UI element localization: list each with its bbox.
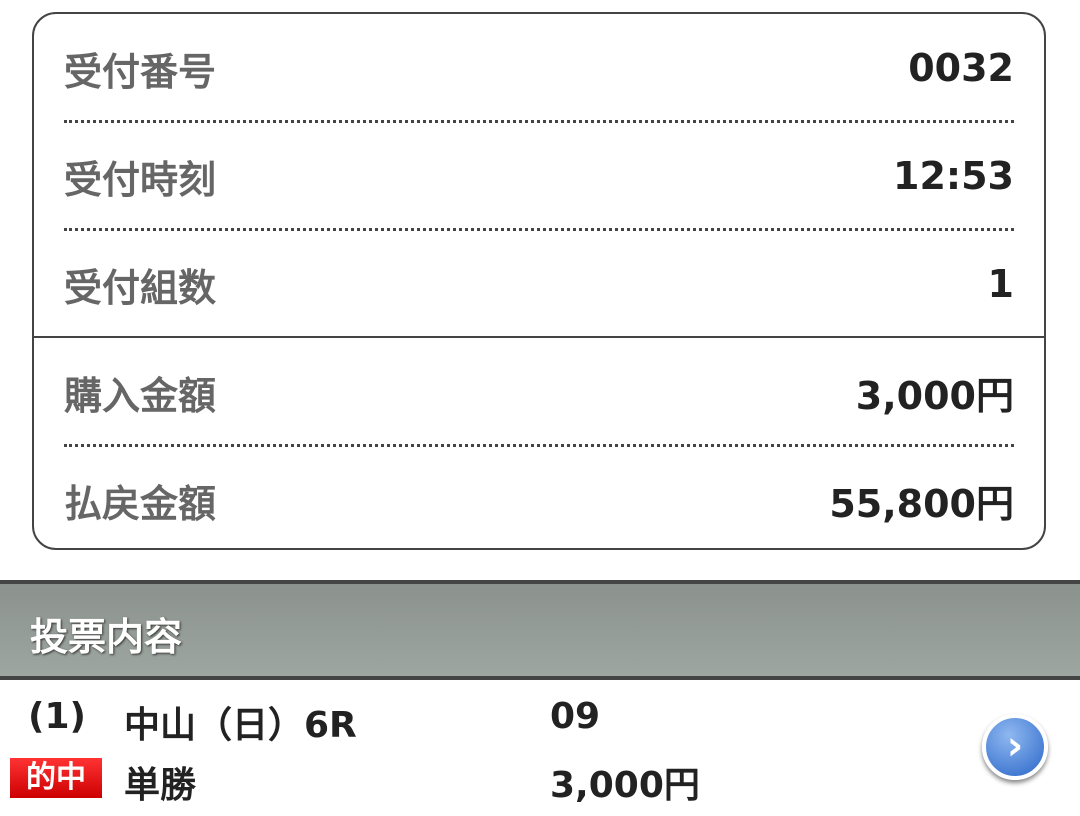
- label: 払戻金額: [64, 481, 217, 526]
- chevron-right-icon[interactable]: ›: [982, 714, 1048, 780]
- section-header: 投票内容: [0, 580, 1080, 680]
- summary-row-number: 受付番号 0032: [64, 14, 1014, 122]
- value: 0032: [908, 46, 1014, 90]
- label: 受付番号: [64, 49, 217, 94]
- divider: [64, 120, 1014, 123]
- hit-badge: 的中: [10, 758, 102, 798]
- section-title: 投票内容: [30, 615, 183, 659]
- bet-amount: 3,000円: [550, 765, 700, 806]
- receipt-summary-card: 受付番号 0032 受付時刻 12:53 受付組数 1 購入金額 3,000円 払戻金額…: [32, 12, 1046, 550]
- divider: [34, 336, 1044, 338]
- summary-row-purchase: 購入金額 3,000円: [64, 338, 1014, 446]
- bet-type: 単勝: [124, 765, 197, 806]
- bet-index: (1): [28, 696, 86, 737]
- summary-row-payout: 払戻金額 55,800円: [64, 446, 1014, 548]
- divider: [64, 444, 1014, 447]
- label: 受付組数: [64, 265, 217, 310]
- value: 1: [987, 262, 1014, 306]
- summary-row-count: 受付組数 1: [64, 230, 1014, 338]
- label: 受付時刻: [64, 157, 217, 202]
- label: 購入金額: [64, 373, 217, 418]
- value: 55,800円: [829, 481, 1014, 526]
- divider: [64, 228, 1014, 231]
- value: 12:53: [893, 154, 1014, 198]
- summary-row-time: 受付時刻 12:53: [64, 122, 1014, 230]
- bet-race: 中山（日）6R: [124, 705, 357, 746]
- bet-horse-number: 09: [550, 696, 601, 737]
- value: 3,000円: [855, 373, 1014, 418]
